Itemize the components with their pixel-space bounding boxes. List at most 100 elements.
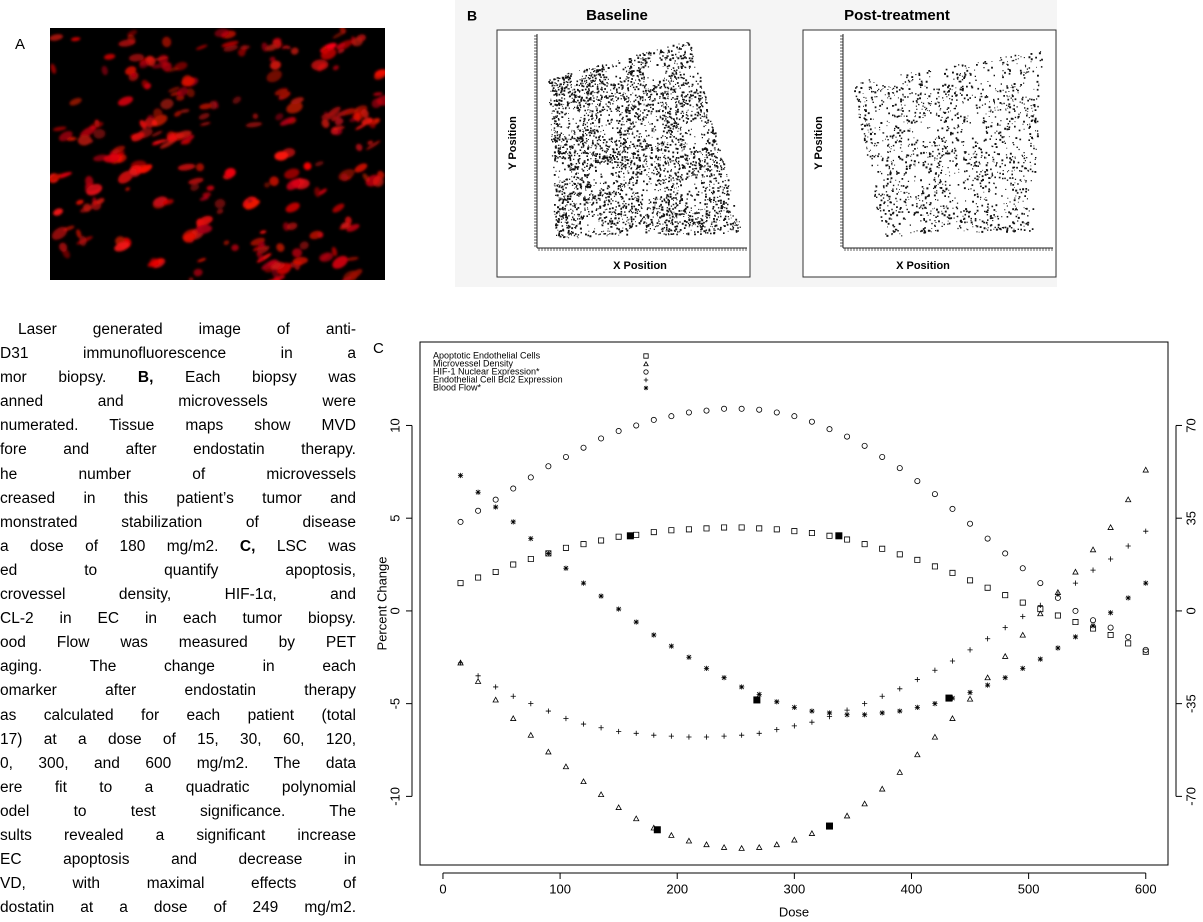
data-point bbox=[493, 684, 499, 690]
red-blob bbox=[346, 224, 360, 232]
red-blob bbox=[117, 96, 134, 106]
data-point bbox=[844, 707, 850, 713]
data-point bbox=[685, 409, 692, 416]
data-point bbox=[896, 465, 903, 472]
red-blob bbox=[337, 48, 345, 54]
data-point bbox=[720, 843, 728, 850]
data-point bbox=[721, 405, 728, 412]
red-blob bbox=[165, 67, 180, 73]
red-blob bbox=[299, 241, 309, 250]
red-blob bbox=[365, 140, 381, 150]
red-blob bbox=[343, 270, 358, 280]
data-point bbox=[1142, 646, 1149, 653]
data-point bbox=[809, 719, 815, 725]
caption-line: aging. The change in each bbox=[0, 655, 356, 679]
red-blob bbox=[259, 230, 267, 234]
data-point bbox=[598, 593, 604, 599]
data-point bbox=[949, 658, 956, 664]
caption-text: aging. The change in each bbox=[0, 658, 356, 676]
red-blob bbox=[231, 244, 239, 251]
red-blob bbox=[371, 98, 383, 108]
data-point bbox=[545, 550, 551, 557]
data-point bbox=[791, 836, 798, 843]
data-point bbox=[1107, 632, 1114, 639]
caption-text: fore and after endostatin therapy. bbox=[0, 441, 356, 459]
red-blob bbox=[334, 117, 344, 126]
red-blob bbox=[183, 140, 191, 145]
caption-line: odel to test significance. The bbox=[0, 800, 356, 824]
data-point bbox=[1019, 599, 1026, 606]
red-blob bbox=[292, 248, 303, 258]
red-blob bbox=[275, 113, 284, 121]
y-tick-label: 10 bbox=[387, 418, 402, 432]
data-point bbox=[1090, 623, 1096, 629]
y-axis-label: Percent Change bbox=[374, 557, 389, 651]
data-point bbox=[563, 715, 569, 722]
data-point bbox=[1002, 550, 1009, 557]
data-point bbox=[527, 474, 534, 481]
caption-text: CL-2 in EC in each tumor biopsy. bbox=[0, 610, 356, 628]
data-point bbox=[755, 843, 763, 850]
data-point bbox=[668, 831, 675, 838]
caption-line: fore and after endostatin therapy. bbox=[0, 438, 356, 462]
red-blob bbox=[320, 48, 337, 60]
caption-line: dostatin at a dose of 249 mg/m2. bbox=[0, 896, 356, 920]
red-blob bbox=[161, 61, 172, 72]
data-point bbox=[1090, 617, 1097, 624]
data-point bbox=[580, 580, 587, 586]
red-blob bbox=[224, 167, 236, 178]
red-blob bbox=[190, 183, 200, 191]
caption-line: 17) at a dose of 15, 30, 60, 120, bbox=[0, 728, 356, 752]
data-point bbox=[844, 712, 850, 718]
panel-label: A bbox=[15, 36, 25, 53]
red-blob bbox=[317, 63, 326, 70]
data-point bbox=[563, 565, 569, 571]
data-point bbox=[721, 675, 727, 681]
data-point bbox=[1037, 606, 1044, 613]
data-point bbox=[896, 551, 903, 558]
data-point bbox=[492, 568, 499, 575]
x-tick-label: 100 bbox=[549, 881, 571, 896]
red-blob bbox=[151, 119, 158, 126]
data-point bbox=[545, 463, 552, 470]
data-point bbox=[791, 528, 798, 535]
data-point bbox=[808, 418, 815, 425]
caption-line: 0, 300, and 600 mg/m2. The data bbox=[0, 752, 356, 776]
red-blob bbox=[92, 197, 98, 206]
data-point bbox=[598, 725, 604, 731]
data-point bbox=[493, 504, 499, 510]
data-point bbox=[738, 405, 745, 412]
x-tick-label: 400 bbox=[901, 881, 923, 896]
red-blob bbox=[52, 126, 67, 131]
caption-text: 0, 300, and 600 mg/m2. The data bbox=[0, 754, 356, 772]
data-point bbox=[650, 529, 657, 536]
data-point bbox=[650, 416, 657, 423]
caption-line: VD, with maximal effects of bbox=[0, 872, 356, 896]
data-point bbox=[668, 643, 674, 649]
red-blob bbox=[367, 140, 373, 145]
red-blob bbox=[175, 95, 185, 101]
red-blob bbox=[188, 277, 194, 280]
red-blob bbox=[198, 113, 210, 120]
red-blob bbox=[141, 79, 150, 90]
red-blob bbox=[112, 149, 119, 154]
legend-symbol bbox=[643, 377, 649, 383]
caption-text: 17) at a dose of 15, 30, 60, 120, bbox=[0, 730, 356, 748]
red-blob bbox=[114, 241, 130, 252]
data-point bbox=[616, 728, 622, 735]
red-blob bbox=[188, 177, 204, 185]
red-blob bbox=[279, 116, 296, 126]
red-blob bbox=[286, 101, 303, 114]
data-point bbox=[844, 536, 851, 543]
data-point bbox=[1142, 466, 1150, 473]
red-blob bbox=[374, 69, 385, 77]
data-point bbox=[773, 526, 780, 533]
x-tick-label: 600 bbox=[1135, 881, 1157, 896]
data-point bbox=[826, 710, 833, 716]
data-point bbox=[509, 715, 517, 721]
red-blob bbox=[181, 76, 195, 87]
red-blob bbox=[279, 89, 289, 97]
data-point bbox=[756, 691, 762, 697]
red-blob bbox=[168, 86, 180, 93]
data-point bbox=[861, 800, 868, 807]
